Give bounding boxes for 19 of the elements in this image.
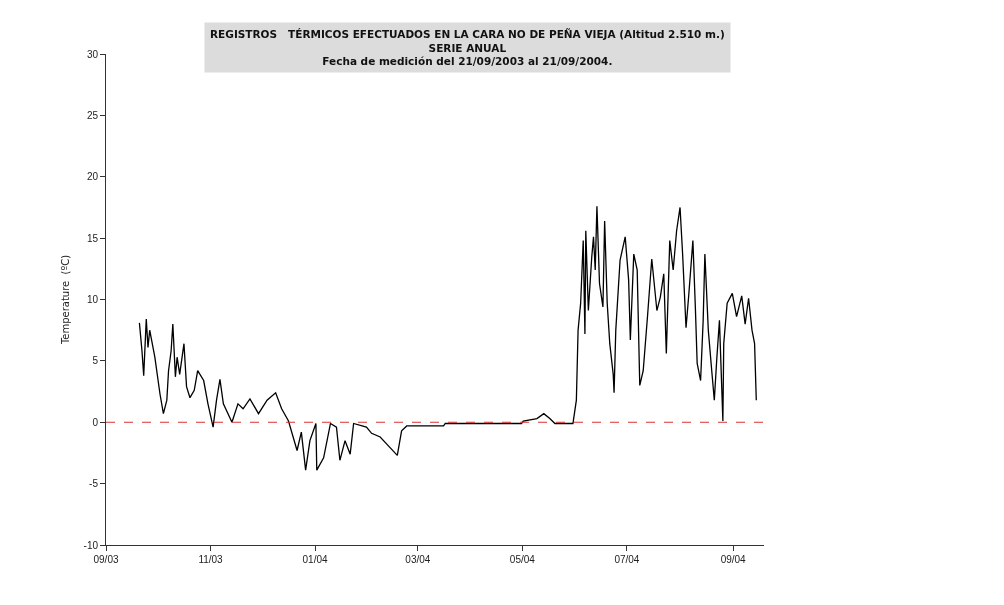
- x-tick-label: 01/04: [302, 554, 328, 565]
- x-tick-label: 11/03: [198, 554, 224, 565]
- y-tick-label: 5: [92, 355, 99, 367]
- y-tick-label: 0: [92, 416, 99, 428]
- y-tick-label: 30: [86, 48, 99, 60]
- chart-title: REGISTROS TÉRMICOS EFECTUADOS EN LA CARA NO DE PEÑA VIEJA (Altitud 2.510 m.) SERIE ANUAL Fecha de medición del 21/09/2003 al 21/09/2004.: [210, 28, 725, 68]
- line-series: [138, 205, 757, 471]
- y-tick-label: 20: [86, 171, 99, 183]
- x-tick-label: 09/03: [93, 554, 119, 565]
- x-tick-label: 05/04: [509, 554, 536, 565]
- x-tick-label: 09/04: [720, 554, 747, 565]
- y-tick-label: 10: [86, 294, 99, 305]
- y-tick-label: -5: [89, 478, 99, 490]
- y-tick-label: -10: [83, 539, 99, 551]
- x-tick-label: 03/04: [405, 554, 431, 565]
- y-tick-label: 25: [86, 109, 99, 121]
- y-axis-title: Temperature (ºC): [59, 254, 71, 346]
- y-tick-label: 15: [86, 232, 99, 244]
- x-tick-label: 07/04: [614, 554, 640, 565]
